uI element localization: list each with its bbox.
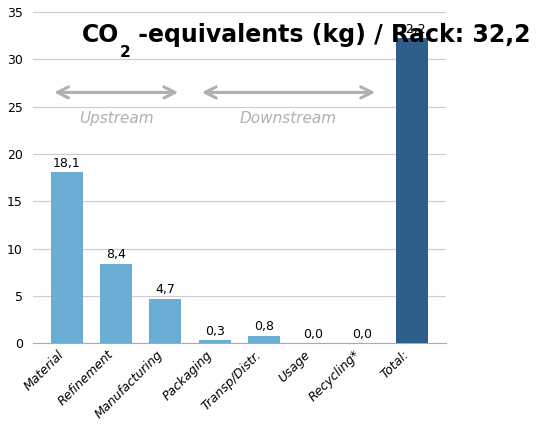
Text: 0,8: 0,8 bbox=[254, 320, 274, 333]
Bar bbox=[396, 39, 428, 343]
Bar bbox=[51, 172, 83, 343]
Text: 18,1: 18,1 bbox=[53, 157, 81, 169]
Text: 8,4: 8,4 bbox=[106, 248, 126, 262]
Bar bbox=[199, 340, 230, 343]
Text: Downstream: Downstream bbox=[240, 111, 337, 126]
Text: CO: CO bbox=[82, 23, 120, 47]
Text: 0,0: 0,0 bbox=[303, 328, 323, 341]
Text: Upstream: Upstream bbox=[79, 111, 153, 126]
Bar bbox=[248, 336, 280, 343]
Text: -equivalents (kg) / Rack: 32,2: -equivalents (kg) / Rack: 32,2 bbox=[130, 23, 531, 47]
Bar bbox=[150, 299, 181, 343]
Text: 0,0: 0,0 bbox=[352, 328, 373, 341]
Text: 4,7: 4,7 bbox=[155, 283, 175, 297]
Bar bbox=[100, 264, 132, 343]
Text: 0,3: 0,3 bbox=[205, 325, 225, 338]
Text: 32,2: 32,2 bbox=[398, 23, 426, 36]
Text: 2: 2 bbox=[120, 45, 130, 60]
